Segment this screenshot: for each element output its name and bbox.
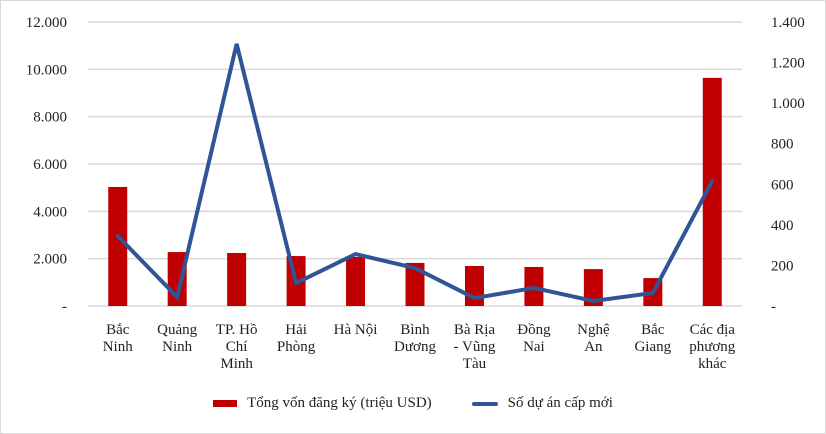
bar <box>108 186 128 306</box>
legend-item-line: Số dự án cấp mới <box>471 395 613 412</box>
category-label: Bình Dương <box>394 322 436 355</box>
category-label: Bà Rịa - Vũng Tàu <box>454 322 496 372</box>
category-label: TP. Hồ Chí Minh <box>216 322 258 372</box>
bar <box>702 77 722 306</box>
line-swatch-icon <box>471 401 498 406</box>
legend-bar-label: Tổng vốn đăng ký (triệu USD) <box>247 395 432 411</box>
category-label: Hà Nội <box>334 322 378 338</box>
right-axis-tick: 400 <box>771 218 794 234</box>
left-axis-tick: 12.000 <box>26 15 67 31</box>
left-axis-tick: 10.000 <box>26 62 67 78</box>
legend-item-bar: Tổng vốn đăng ký (triệu USD) <box>213 395 432 412</box>
right-axis-tick: 1.400 <box>771 15 805 31</box>
category-label: Nghệ An <box>577 322 610 355</box>
right-axis-tick: 200 <box>771 258 794 274</box>
left-axis-tick: 6.000 <box>33 157 67 173</box>
bar <box>405 262 425 306</box>
right-axis-tick: 800 <box>771 137 794 153</box>
right-axis-tick: 1.000 <box>771 96 805 112</box>
right-axis-tick: 600 <box>771 177 794 193</box>
bar <box>227 252 247 306</box>
bar-swatch-icon <box>213 400 238 407</box>
category-label: Đồng Nai <box>517 322 551 355</box>
legend: Tổng vốn đăng ký (triệu USD) Số dự án cấ… <box>0 395 826 412</box>
category-label: Quảng Ninh <box>157 322 197 355</box>
left-axis-tick: 8.000 <box>33 110 67 126</box>
left-axis-tick: - <box>62 299 67 315</box>
category-label: Bắc Giang <box>634 322 671 355</box>
left-axis-tick: 2.000 <box>33 252 67 268</box>
bar <box>346 257 366 306</box>
legend-line-label: Số dự án cấp mới <box>507 395 613 411</box>
right-axis-tick: 1.200 <box>771 56 805 72</box>
category-label: Các địa phương khác <box>689 322 736 372</box>
line-series <box>115 43 715 303</box>
left-axis-tick: 4.000 <box>33 204 67 220</box>
bar <box>583 269 603 306</box>
right-axis-tick: - <box>771 299 776 315</box>
category-label: Hải Phòng <box>277 322 316 355</box>
category-label: Bắc Ninh <box>103 322 134 355</box>
